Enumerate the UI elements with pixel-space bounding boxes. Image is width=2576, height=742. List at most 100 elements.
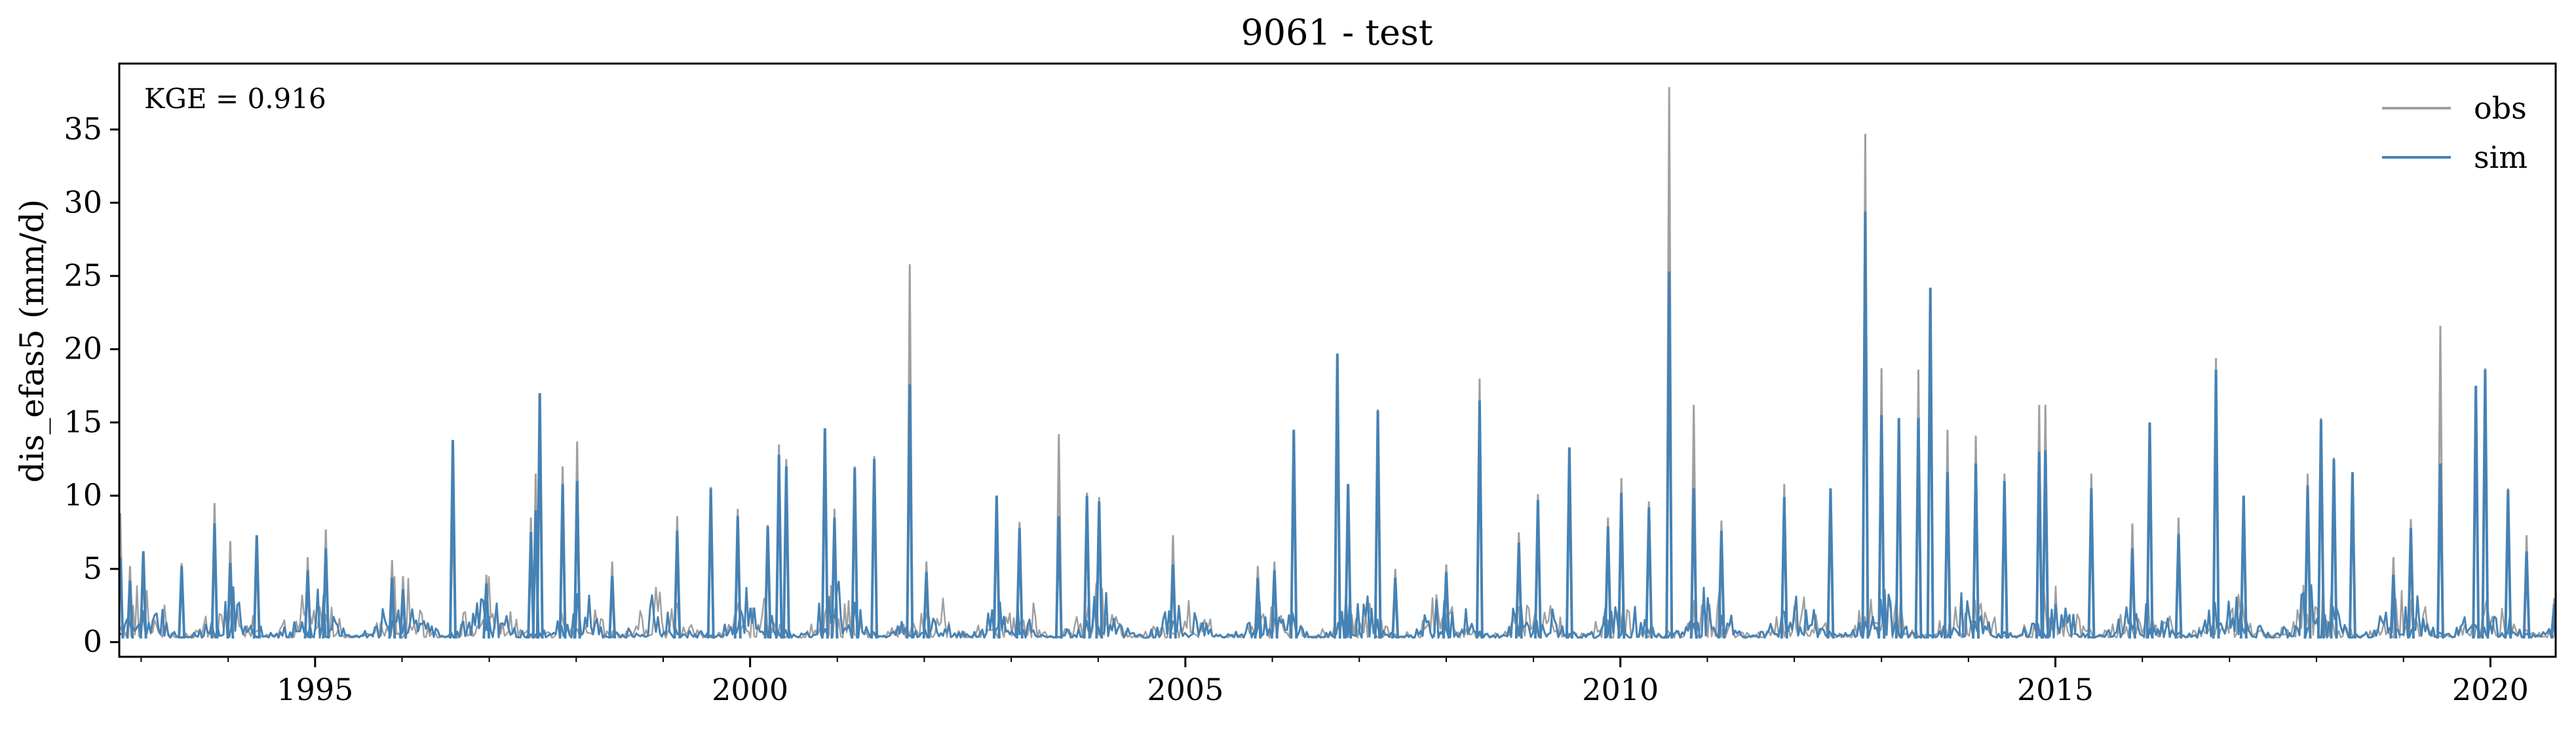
peak-sim <box>906 384 914 639</box>
peak-sim <box>851 467 859 639</box>
peak-sim <box>1169 564 1177 639</box>
peak-sim <box>2436 463 2444 639</box>
peak-sim <box>2316 419 2325 639</box>
legend-label-obs: obs <box>2474 90 2527 126</box>
peak-sim <box>1665 271 1674 639</box>
chart-title: 9061 - test <box>1240 12 1432 53</box>
peak-sim <box>1894 418 1903 639</box>
peak-sim <box>1565 447 1573 639</box>
peak-sim <box>782 466 790 639</box>
peak-sim <box>992 496 1001 639</box>
peak-sim <box>1926 287 1934 639</box>
peak-sim <box>1391 577 1400 639</box>
peak-sim <box>2000 480 2009 639</box>
peak-sim <box>399 589 407 639</box>
peak-sim <box>1877 415 1886 639</box>
peak-sim <box>2348 472 2356 639</box>
peak-sim <box>2145 422 2154 639</box>
peak-sim <box>139 551 147 639</box>
peak-sim <box>830 517 839 639</box>
y-axis: 0 5 10 15 20 25 30 35 <box>64 111 119 659</box>
peak-sim <box>482 583 491 639</box>
peak-sim <box>2330 459 2338 639</box>
peak-sim <box>252 535 261 639</box>
x-tick-label: 1995 <box>277 672 353 707</box>
peak-sim <box>2128 548 2136 639</box>
peak-sim <box>870 459 879 639</box>
x-tick-label: 2015 <box>2017 672 2094 707</box>
peak-sim <box>1333 353 1341 639</box>
peak-sim <box>558 484 567 639</box>
peak-sim <box>608 576 617 639</box>
peak-sim <box>1344 484 1353 639</box>
peak-sim <box>1914 418 1923 639</box>
peak-sim <box>2303 485 2312 639</box>
peak-sim <box>1645 507 1653 639</box>
peak-sim <box>1083 496 1091 639</box>
peak-sim <box>2041 450 2050 639</box>
peak-sim <box>210 523 219 639</box>
y-tick-label: 30 <box>64 184 102 220</box>
peak-sim <box>388 577 396 639</box>
peak-sim <box>1442 572 1450 639</box>
peak-sim <box>1826 488 1835 639</box>
peak-sim <box>922 572 931 639</box>
y-tick-label: 5 <box>83 551 102 586</box>
peak-sim <box>1617 492 1626 639</box>
peak-sim <box>1475 400 1484 639</box>
peak-sim <box>1514 542 1523 639</box>
peak-sim <box>673 530 682 639</box>
peak-sim <box>1780 497 1788 639</box>
kge-annotation: KGE = 0.916 <box>144 83 326 115</box>
y-tick-label: 0 <box>83 624 102 659</box>
peak-sim <box>1533 499 1542 639</box>
peak-sim <box>1374 410 1382 639</box>
peak-sim <box>775 454 783 639</box>
peak-sim <box>1290 429 1298 639</box>
peak-sim <box>1717 530 1725 639</box>
x-axis: 1995 2000 2005 2010 2015 2020 <box>140 657 2529 707</box>
peak-sim <box>2087 488 2096 639</box>
peak-sim <box>1689 488 1698 639</box>
peak-sim <box>1015 528 1024 639</box>
peak-sim <box>2550 604 2556 639</box>
peak-sim <box>1972 463 1980 639</box>
peak-sim <box>178 566 186 639</box>
peak-sim <box>2212 369 2220 639</box>
y-tick-label: 35 <box>64 111 102 147</box>
peak-sim <box>126 580 134 639</box>
peak-sim <box>706 488 715 639</box>
peak-sim <box>2481 369 2489 639</box>
peak-sim <box>1270 570 1278 639</box>
series-sim <box>119 211 2556 639</box>
series-layer <box>119 87 2556 639</box>
peak-sim <box>573 480 581 639</box>
y-tick-label: 25 <box>64 258 102 293</box>
y-tick-label: 10 <box>64 477 102 513</box>
peak-sim <box>733 516 742 639</box>
peak-sim <box>1095 501 1104 639</box>
y-axis-title: dis_efas5 (mm/d) <box>13 199 51 483</box>
legend-label-sim: sim <box>2474 140 2528 175</box>
peak-sim <box>303 570 312 639</box>
peak-sim <box>1054 516 1063 639</box>
peak-sim <box>535 393 544 639</box>
peak-sim <box>1254 577 1262 639</box>
peak-sim <box>322 548 330 639</box>
x-tick-label: 2000 <box>712 672 788 707</box>
peak-sim <box>2239 496 2248 639</box>
peak-sim <box>449 440 457 639</box>
peak-sim <box>2035 452 2043 639</box>
y-tick-label: 20 <box>64 331 102 366</box>
peak-sim <box>1604 526 1612 639</box>
peak-sim <box>763 526 772 639</box>
peak-sim <box>2407 528 2415 639</box>
series-line-sim <box>119 580 2556 639</box>
peak-sim <box>2389 574 2398 639</box>
peak-sim <box>2504 490 2512 639</box>
x-tick-label: 2005 <box>1147 672 1223 707</box>
peak-sim <box>2174 534 2183 639</box>
peak-sim <box>820 428 829 639</box>
plot-frame <box>118 62 2557 658</box>
